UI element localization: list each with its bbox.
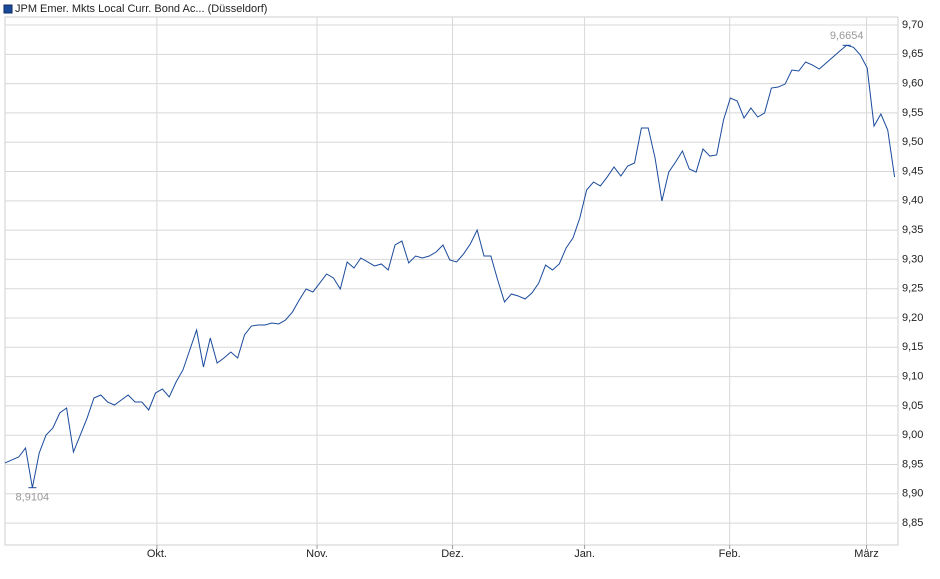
price-line (4, 44, 896, 488)
y-tick-label: 9,45 (902, 165, 923, 177)
legend-label: JPM Emer. Mkts Local Curr. Bond Ac... (D… (15, 3, 267, 15)
extreme-label: 8,9104 (16, 492, 50, 504)
extreme-label: 9,6654 (830, 30, 864, 42)
y-tick-label: 9,00 (902, 429, 923, 441)
x-tick-label: März (854, 548, 878, 560)
y-tick-label: 9,35 (902, 224, 923, 236)
y-tick-label: 9,05 (902, 400, 923, 412)
y-tick-label: 8,95 (902, 458, 923, 470)
y-tick-label: 9,50 (902, 136, 923, 148)
legend-swatch (3, 4, 13, 14)
x-tick-label: Feb. (719, 548, 741, 560)
x-tick-label: Dez. (441, 548, 464, 560)
y-tick-label: 9,20 (902, 312, 923, 324)
y-tick-label: 8,85 (902, 517, 923, 529)
y-tick-label: 9,10 (902, 371, 923, 383)
y-tick-label: 9,70 (902, 19, 923, 31)
x-tick-label: Nov. (306, 548, 328, 560)
y-tick-label: 9,30 (902, 253, 923, 265)
x-tick-label: Jan. (574, 548, 595, 560)
y-tick-label: 8,90 (902, 488, 923, 500)
y-tick-label: 9,40 (902, 195, 923, 207)
plot-area (4, 16, 899, 546)
y-tick-label: 9,15 (902, 341, 923, 353)
y-tick-label: 9,65 (902, 48, 923, 60)
y-tick-label: 9,25 (902, 283, 923, 295)
y-tick-label: 9,60 (902, 78, 923, 90)
x-tick-label: Okt. (147, 548, 167, 560)
y-tick-label: 9,55 (902, 107, 923, 119)
